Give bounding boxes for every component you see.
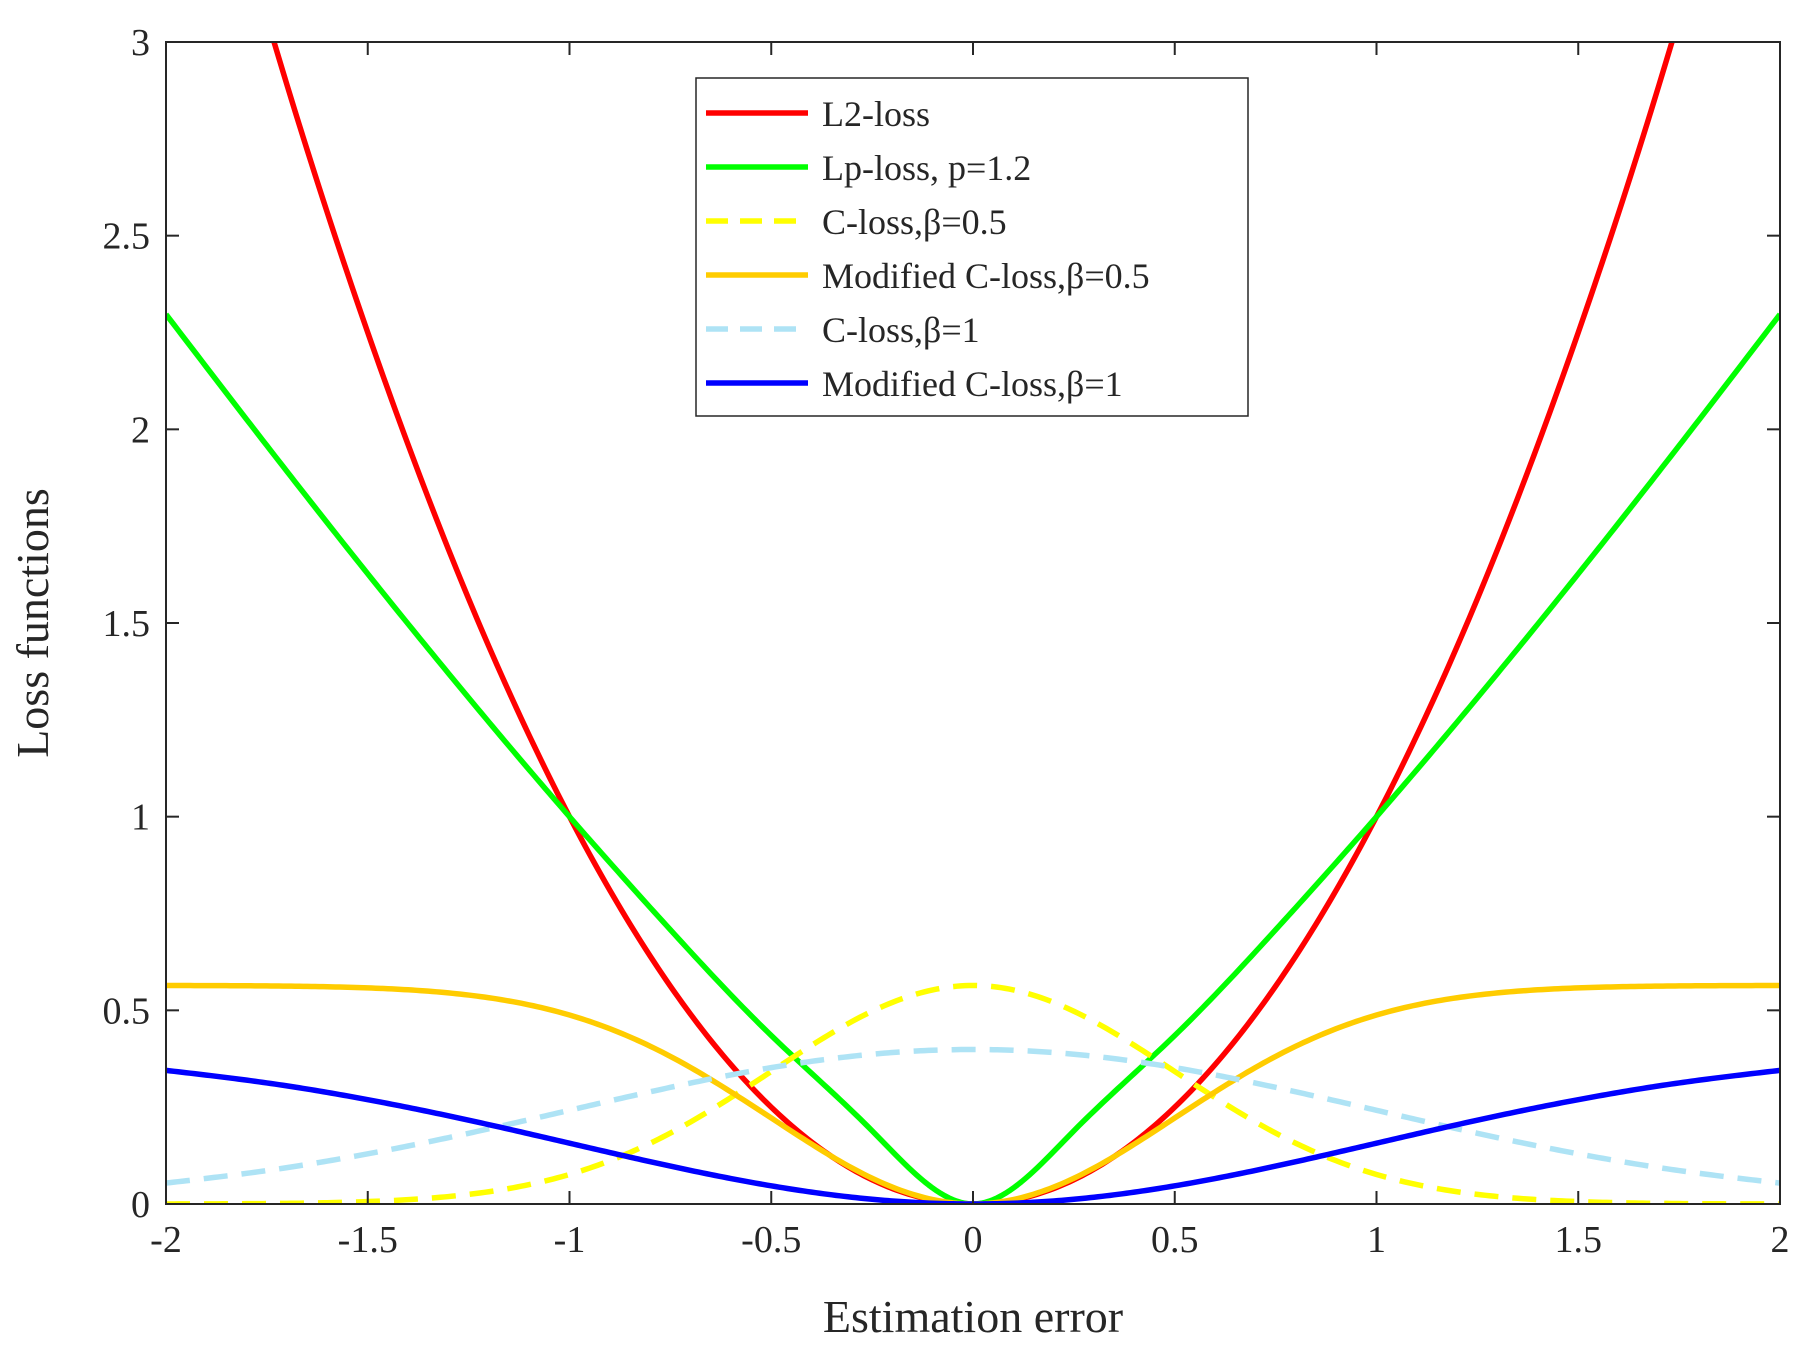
x-tick-label: 0.5: [1151, 1219, 1199, 1261]
series-layer: [166, 42, 1780, 1204]
y-tick-label: 2: [131, 409, 150, 451]
y-tick-label: 0.5: [103, 990, 151, 1032]
x-axis-title: Estimation error: [823, 1291, 1123, 1342]
legend-box: [695, 77, 1249, 417]
legend-label-closs05: C-loss,β=0.5: [822, 202, 1007, 242]
x-tick-label: 1: [1367, 1219, 1386, 1261]
x-tick-label: 0: [964, 1219, 983, 1261]
legend-label-closs1: C-loss,β=1: [822, 310, 980, 350]
y-tick-label: 1: [131, 797, 150, 839]
legend-label-l2: L2-loss: [822, 94, 930, 134]
x-tick-label: -2: [150, 1219, 182, 1261]
x-tick-label: -0.5: [741, 1219, 801, 1261]
legend-items: L2-loss Lp-loss, p=1.2 C-loss,β=0.5 Modifie…: [706, 94, 1150, 404]
series-line-lp: [166, 312, 1780, 1204]
legend: L2-loss Lp-loss, p=1.2 C-loss,β=0.5 Modifie…: [695, 77, 1249, 417]
legend-label-mcloss1: Modified C-loss,β=1: [822, 364, 1123, 404]
x-tick-label: 1.5: [1555, 1219, 1603, 1261]
y-axis-title: Loss functions: [7, 488, 58, 758]
series-line-mcloss1: [166, 1067, 1780, 1204]
y-tick-label: 2.5: [103, 216, 151, 258]
series-line-closs05: [166, 982, 1780, 1204]
legend-label-mcloss05: Modified C-loss,β=0.5: [822, 256, 1150, 296]
x-tick-label: 2: [1771, 1219, 1790, 1261]
legend-label-lp: Lp-loss, p=1.2: [822, 148, 1031, 188]
series-line-l2: [271, 42, 1675, 1204]
y-tick-label: 3: [131, 22, 150, 64]
x-tick-label: -1.5: [338, 1219, 398, 1261]
ticks-layer: [165, 41, 1781, 1205]
y-tick-label: 0: [131, 1184, 150, 1226]
tick-labels-layer: -2 -1.5 -1 -0.5 0 0.5 1 1.5 2 0 0.5 1 1.5 2 2.5 3: [103, 22, 1790, 1261]
x-tick-label: -1: [554, 1219, 586, 1261]
series-line-closs1: [166, 1046, 1780, 1186]
series-line-mcloss05: [166, 982, 1780, 1204]
y-tick-label: 1.5: [103, 603, 151, 645]
